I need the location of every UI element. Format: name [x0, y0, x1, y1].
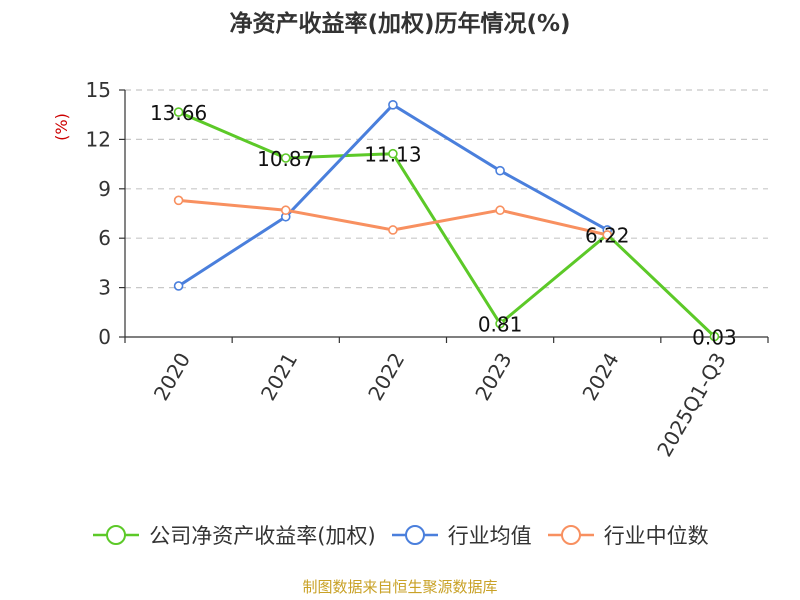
legend-label: 行业均值: [447, 524, 532, 548]
y-tick-label: 3: [98, 276, 111, 300]
data-point: [173, 281, 184, 291]
data-point: [709, 331, 720, 342]
legend-item[interactable]: 行业中位数: [546, 520, 709, 550]
series-line: [177, 103, 608, 288]
y-tick-label: 9: [98, 177, 111, 201]
legend-item[interactable]: 行业均值: [390, 520, 532, 550]
legend-marker-icon: [93, 525, 140, 545]
y-tick-label: 6: [98, 226, 111, 250]
data-label: 6.22: [585, 224, 630, 248]
data-point: [495, 318, 505, 329]
legend-marker-icon: [547, 525, 594, 545]
x-tick-label: 2021: [256, 349, 302, 405]
y-tick-label: 15: [86, 78, 111, 102]
data-label: 13.66: [150, 101, 207, 125]
data-point: [388, 100, 398, 110]
x-tick-label: 2023: [470, 349, 516, 405]
data-label: 11.13: [364, 143, 421, 167]
x-tick-label: 2022: [363, 349, 409, 405]
data-point: [602, 230, 613, 240]
data-label: 10.87: [257, 147, 314, 171]
x-tick-label: 2025Q1-Q3: [652, 349, 731, 461]
source-note: 制图数据来自恒生聚源数据库: [302, 578, 498, 596]
data-point: [495, 205, 505, 216]
chart-legend: 公司净资产收益率(加权) 行业均值 行业中位数: [0, 518, 800, 552]
x-tick-label: 2024: [577, 349, 623, 405]
chart-title: 净资产收益率(加权)历年情况(%): [229, 11, 571, 37]
legend-item[interactable]: 公司净资产收益率(加权): [91, 520, 376, 550]
data-point: [280, 153, 291, 163]
data-point: [173, 107, 184, 117]
legend-label: 行业中位数: [603, 524, 709, 548]
legend-label: 公司净资产收益率(加权): [149, 524, 376, 548]
data-point: [173, 195, 184, 206]
series-line: [177, 110, 716, 338]
chart-plot: 0 3 6 9 12 15 (%) 2020 2021 2022 2023 2024 2025Q1-Q3…: [52, 78, 769, 461]
data-point: [388, 225, 398, 235]
data-point: [495, 165, 505, 176]
y-tick-label: 0: [98, 325, 111, 349]
data-point: [280, 205, 291, 216]
data-label: 0.81: [478, 313, 523, 337]
data-label: 0.03: [692, 326, 737, 350]
data-point: [388, 148, 398, 159]
y-tick-label: 12: [86, 127, 111, 151]
legend-marker-icon: [391, 525, 438, 545]
y-axis-label: (%): [52, 113, 71, 141]
x-tick-label: 2020: [149, 349, 195, 405]
